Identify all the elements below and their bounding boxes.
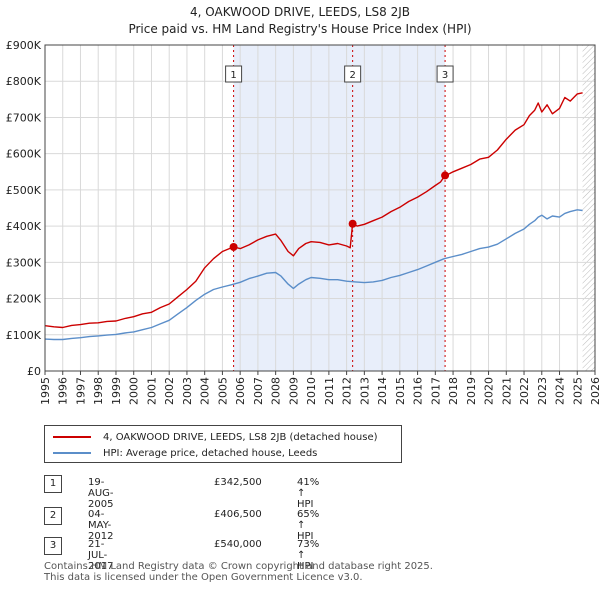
x-tick-label: 2015 (394, 377, 407, 405)
x-tick-label: 2000 (128, 377, 141, 405)
y-tick-label: £600K (6, 148, 42, 161)
x-tick-label: 2021 (500, 377, 513, 405)
x-tick-label: 2008 (270, 377, 283, 405)
transaction-price: £342,500 (214, 477, 262, 488)
x-tick-label: 1998 (92, 377, 105, 405)
x-tick-label: 2010 (305, 377, 318, 405)
chart-title: 4, OAKWOOD DRIVE, LEEDS, LS8 2JB (190, 5, 410, 19)
x-tick-label: 1999 (110, 377, 123, 405)
transaction-badge: 3 (44, 537, 62, 555)
x-tick-label: 2011 (323, 377, 336, 405)
sale-point (441, 171, 450, 180)
transaction-price: £540,000 (214, 539, 262, 550)
y-tick-label: £800K (6, 75, 42, 88)
y-tick-label: £0 (27, 365, 41, 378)
transaction-hpi-change: 41% ↑ HPI (297, 477, 320, 510)
transaction-price: £406,500 (214, 509, 262, 520)
transaction-marker-box (436, 65, 454, 83)
legend-swatch-property (53, 436, 91, 438)
legend-item-hpi: HPI: Average price, detached house, Leed… (53, 446, 317, 460)
x-tick-label: 2022 (518, 377, 531, 405)
transaction-marker-label: 3 (442, 70, 448, 81)
x-tick-label: 2024 (554, 377, 567, 405)
plot-frame (44, 44, 596, 372)
x-tick-label: 2026 (589, 377, 600, 405)
x-tick-label: 2016 (412, 377, 425, 405)
y-tick-label: £700K (6, 111, 42, 124)
transaction-date: 04-MAY-2012 (88, 509, 114, 542)
property-price-line (45, 92, 583, 329)
transaction-badge: 1 (44, 475, 62, 493)
y-tick-label: £400K (6, 220, 42, 233)
x-tick-label: 2018 (447, 377, 460, 405)
y-tick-label: £500K (6, 184, 42, 197)
transaction-hpi-change: 73% ↑ HPI (297, 539, 320, 572)
x-tick-label: 2009 (287, 377, 300, 405)
ownership-shade (233, 45, 446, 371)
x-tick-label: 2002 (163, 377, 176, 405)
transaction-marker-box (225, 65, 243, 83)
x-tick-label: 2013 (358, 377, 371, 405)
x-tick-label: 2001 (145, 377, 158, 405)
legend-label-hpi: HPI: Average price, detached house, Leed… (103, 447, 318, 459)
transaction-marker-box (344, 65, 362, 83)
x-tick-label: 2020 (483, 377, 496, 405)
x-tick-label: 2017 (429, 377, 442, 405)
legend-label-property: 4, OAKWOOD DRIVE, LEEDS, LS8 2JB (detach… (103, 431, 378, 443)
transaction-date: 19-AUG-2005 (88, 477, 114, 510)
y-tick-label: £900K (6, 39, 42, 52)
sale-point (229, 242, 238, 251)
x-tick-label: 1996 (57, 377, 70, 405)
footer-licence: This data is licensed under the Open Gov… (44, 572, 363, 583)
transaction-marker-label: 1 (230, 70, 236, 81)
footer: Contains HM Land Registry data © Crown c… (44, 561, 433, 583)
transaction-badge: 2 (44, 507, 62, 525)
future-hatch (582, 45, 595, 371)
legend-swatch-hpi (53, 452, 91, 454)
x-tick-label: 2007 (252, 377, 265, 405)
price-chart: 4, OAKWOOD DRIVE, LEEDS, LS8 2JB Price p… (6, 5, 600, 405)
x-tick-label: 2006 (234, 377, 247, 405)
transaction-marker-label: 2 (349, 70, 355, 81)
x-tick-label: 1997 (74, 377, 87, 405)
legend-item-property: 4, OAKWOOD DRIVE, LEEDS, LS8 2JB (detach… (53, 430, 378, 444)
y-tick-label: £300K (6, 256, 42, 269)
x-tick-label: 2005 (216, 377, 229, 405)
x-tick-label: 1995 (39, 377, 52, 405)
x-tick-label: 2019 (465, 377, 478, 405)
x-tick-label: 2025 (571, 377, 584, 405)
x-tick-label: 2003 (181, 377, 194, 405)
transaction-hpi-change: 65% ↑ HPI (297, 509, 320, 542)
transaction-date: 21-JUL-2017 (88, 539, 114, 572)
footer-copyright: Contains HM Land Registry data © Crown c… (44, 561, 433, 572)
hpi-line (45, 209, 583, 341)
x-tick-label: 2023 (536, 377, 549, 405)
sale-point (348, 219, 357, 228)
y-tick-label: £100K (6, 329, 42, 342)
x-tick-label: 2014 (376, 377, 389, 405)
chart-subtitle: Price paid vs. HM Land Registry's House … (128, 22, 471, 36)
x-tick-label: 2004 (199, 377, 212, 405)
y-tick-label: £200K (6, 293, 42, 306)
x-tick-label: 2012 (341, 377, 354, 405)
legend: 4, OAKWOOD DRIVE, LEEDS, LS8 2JB (detach… (44, 425, 402, 463)
